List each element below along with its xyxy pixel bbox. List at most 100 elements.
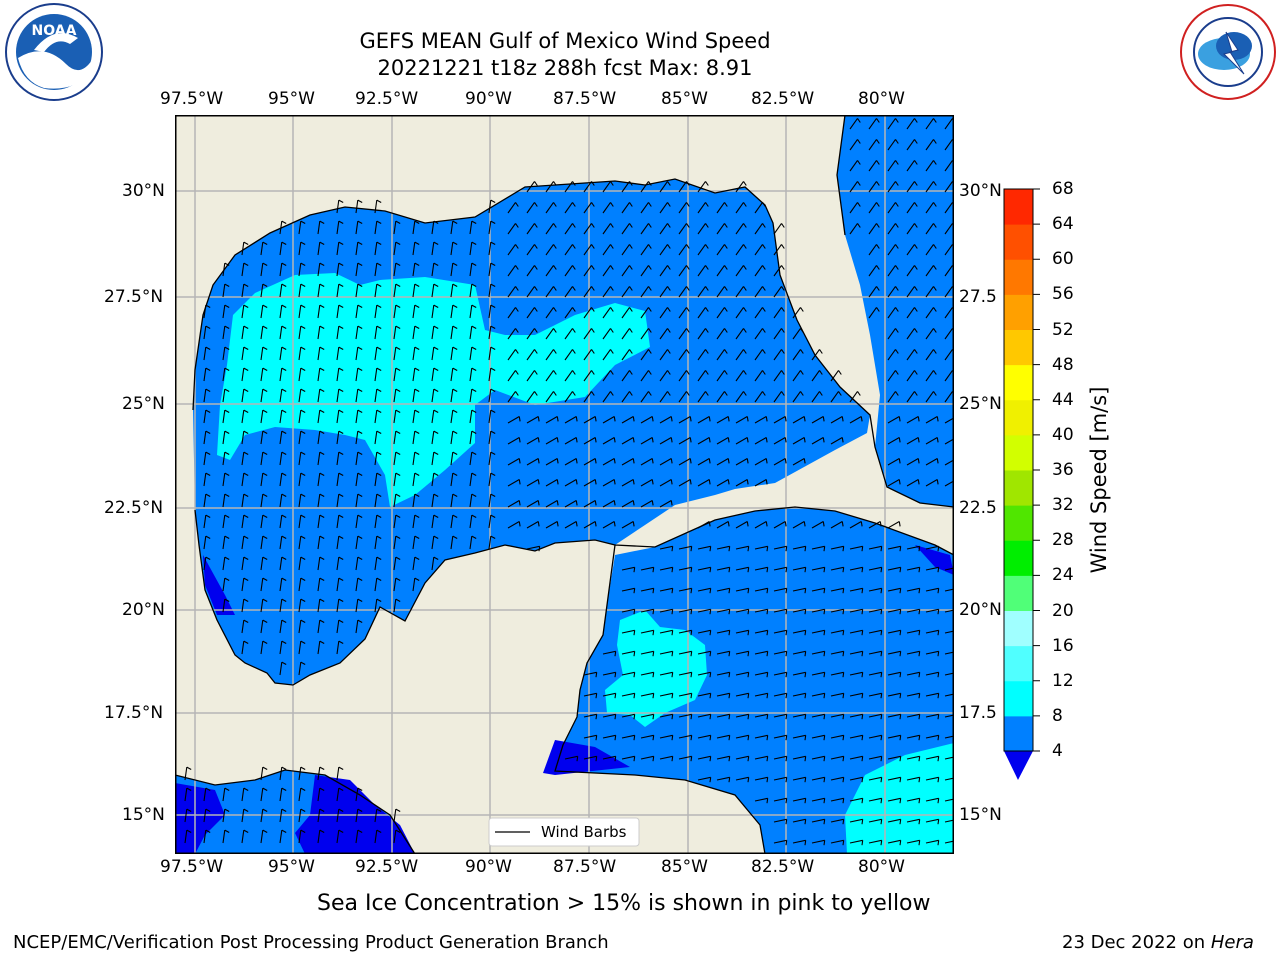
wind-barb bbox=[906, 671, 920, 676]
wind-barb-flag bbox=[671, 651, 674, 657]
wind-barb bbox=[203, 809, 207, 823]
wind-barb-flag bbox=[595, 714, 598, 720]
wind-barb-flag bbox=[395, 493, 401, 497]
wind-barb bbox=[678, 265, 687, 277]
wind-barb-flag bbox=[471, 325, 477, 329]
lon-tick-top: 90°W bbox=[465, 89, 512, 109]
wind-barb-flag bbox=[613, 458, 616, 464]
wind-barb bbox=[849, 118, 858, 130]
wind-barb bbox=[716, 202, 725, 214]
wind-barb bbox=[716, 391, 725, 403]
wind-barb bbox=[925, 118, 934, 130]
wind-barb-flag bbox=[766, 546, 769, 552]
lat-tick-right: 17.5 bbox=[959, 703, 997, 723]
wind-barb-flag bbox=[933, 160, 937, 165]
wind-barb-flag bbox=[572, 328, 576, 333]
wind-barb bbox=[355, 305, 359, 319]
wind-barb bbox=[374, 242, 378, 256]
wind-barb bbox=[488, 284, 492, 298]
wind-barb bbox=[393, 242, 397, 256]
wind-barb-flag bbox=[899, 567, 902, 573]
wind-barb-flag bbox=[376, 241, 382, 245]
wind-barb-flag bbox=[243, 262, 249, 266]
wind-barb-flag bbox=[224, 304, 230, 308]
wind-barb bbox=[735, 416, 748, 424]
wind-barb-flag bbox=[243, 619, 249, 623]
wind-barb-flag bbox=[243, 472, 249, 476]
wind-barb-flag bbox=[556, 479, 559, 485]
wind-barb-flag bbox=[823, 798, 826, 804]
wind-barb bbox=[355, 200, 359, 214]
wind-barb bbox=[868, 223, 877, 235]
wind-barb bbox=[887, 839, 901, 844]
wind-barb-flag bbox=[243, 451, 249, 455]
wind-barb-flag bbox=[537, 416, 540, 422]
wind-barb bbox=[393, 578, 397, 592]
wind-barb-flag bbox=[861, 672, 864, 678]
wind-barb-flag bbox=[338, 325, 344, 329]
wind-barb bbox=[564, 265, 573, 277]
wind-barb-flag bbox=[670, 500, 673, 506]
wind-barb bbox=[602, 307, 611, 319]
wind-barb bbox=[830, 608, 844, 613]
wind-barb-flag bbox=[765, 458, 768, 464]
wind-barb bbox=[488, 410, 492, 424]
wind-barb bbox=[640, 437, 653, 445]
wind-barb-flag bbox=[224, 535, 230, 539]
wind-barb bbox=[925, 839, 939, 844]
wind-barb bbox=[298, 326, 302, 340]
wind-barb bbox=[735, 587, 749, 592]
wind-barb bbox=[469, 242, 473, 256]
wind-barb-flag bbox=[785, 546, 788, 552]
wind-barb-flag bbox=[880, 609, 883, 615]
wind-barb bbox=[868, 286, 877, 298]
wind-barb-flag bbox=[518, 521, 521, 527]
wind-barb bbox=[621, 713, 635, 718]
wind-barb bbox=[754, 349, 763, 361]
wind-barb bbox=[754, 244, 763, 256]
wind-barb-flag bbox=[762, 349, 766, 354]
wind-barb-flag bbox=[300, 283, 306, 287]
wind-barb bbox=[184, 788, 188, 802]
wind-barb-flag bbox=[823, 651, 826, 657]
wind-barb-flag bbox=[594, 416, 597, 422]
wind-barb bbox=[830, 671, 844, 676]
wind-barb-flag bbox=[300, 409, 306, 413]
wind-barb-flag bbox=[610, 223, 614, 228]
wind-barb-flag bbox=[433, 346, 439, 350]
wind-barb-flag bbox=[300, 577, 306, 581]
wind-barb bbox=[944, 714, 954, 718]
wind-barb bbox=[564, 202, 573, 214]
wind-barb bbox=[868, 566, 882, 571]
wind-barb bbox=[659, 391, 668, 403]
wind-barb bbox=[621, 755, 635, 760]
wind-barb bbox=[412, 452, 416, 466]
wind-barb bbox=[640, 458, 653, 466]
wind-barb-flag bbox=[357, 472, 363, 476]
wind-barb bbox=[450, 305, 454, 319]
wind-barb-flag bbox=[357, 388, 363, 392]
wind-barb-flag bbox=[572, 307, 576, 312]
wind-barb-flag bbox=[917, 479, 920, 485]
wind-barb bbox=[298, 557, 302, 571]
wind-barb bbox=[450, 368, 454, 382]
wind-barb bbox=[621, 328, 630, 340]
wind-barb bbox=[602, 650, 616, 655]
wind-barb bbox=[431, 494, 435, 508]
wind-barb bbox=[545, 181, 554, 193]
wind-barb-flag bbox=[785, 651, 788, 657]
wind-barb bbox=[374, 389, 378, 403]
wind-barb bbox=[222, 536, 226, 550]
wind-barb bbox=[640, 307, 649, 319]
wind-barb-flag bbox=[781, 223, 785, 228]
wind-barb bbox=[488, 242, 492, 256]
low-speed-area bbox=[175, 783, 225, 854]
wind-barb bbox=[754, 391, 763, 403]
wind-barb-flag bbox=[819, 349, 823, 354]
wind-barb bbox=[336, 242, 340, 256]
wind-barb bbox=[887, 307, 896, 319]
footer-date: 23 Dec 2022 on bbox=[1062, 932, 1211, 953]
wind-barb-flag bbox=[880, 630, 883, 636]
wind-barb-flag bbox=[823, 567, 826, 573]
wind-barb-flag bbox=[433, 304, 439, 308]
